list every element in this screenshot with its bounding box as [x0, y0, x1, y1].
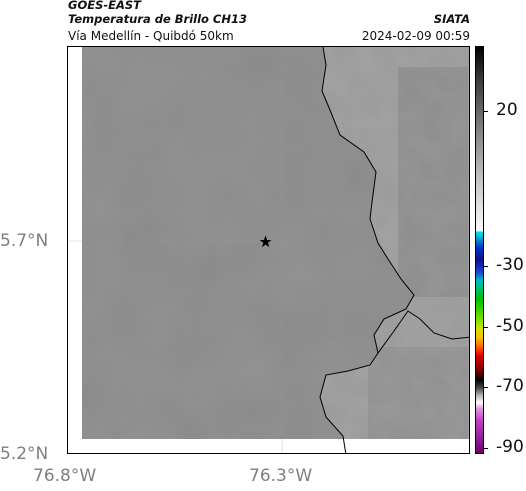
- no-data-margin: [68, 47, 82, 453]
- colorbar-tick: [484, 448, 488, 449]
- colorbar-tick: [484, 327, 488, 328]
- temperature-colorbar: [475, 46, 484, 454]
- colorbar-label-minus90: -90: [496, 437, 524, 457]
- region-subtitle: Vía Medellín - Quibdó 50km: [68, 29, 234, 43]
- lon-label-76.8: 76.8°W: [33, 466, 97, 486]
- colorbar-label-minus30: -30: [496, 255, 524, 275]
- product-title: Temperatura de Brillo CH13: [68, 12, 247, 26]
- colorbar-tick: [484, 111, 488, 112]
- department-border-south: [377, 310, 469, 354]
- agency-label: SIATA: [433, 12, 470, 26]
- colorbar-label-minus50: -50: [496, 316, 524, 336]
- satellite-name: GOES-EAST: [68, 0, 142, 12]
- star-icon: [259, 235, 272, 248]
- colorbar-tick: [484, 266, 488, 267]
- brightness-temperature-image: [68, 47, 469, 453]
- lat-label-5.7: 5.7°N: [0, 231, 49, 251]
- colorbar-tick: [484, 387, 488, 388]
- no-data-strip: [68, 439, 469, 453]
- timestamp-label: 2024-02-09 00:59: [361, 29, 470, 43]
- colorbar-label-20: 20: [496, 100, 518, 120]
- department-border: [319, 47, 415, 453]
- lat-label-5.2: 5.2°N: [0, 444, 49, 464]
- lon-label-76.3: 76.3°W: [249, 466, 313, 486]
- terrain-region: [320, 47, 469, 453]
- colorbar-label-minus70: -70: [496, 376, 524, 396]
- map-panel[interactable]: [67, 46, 470, 454]
